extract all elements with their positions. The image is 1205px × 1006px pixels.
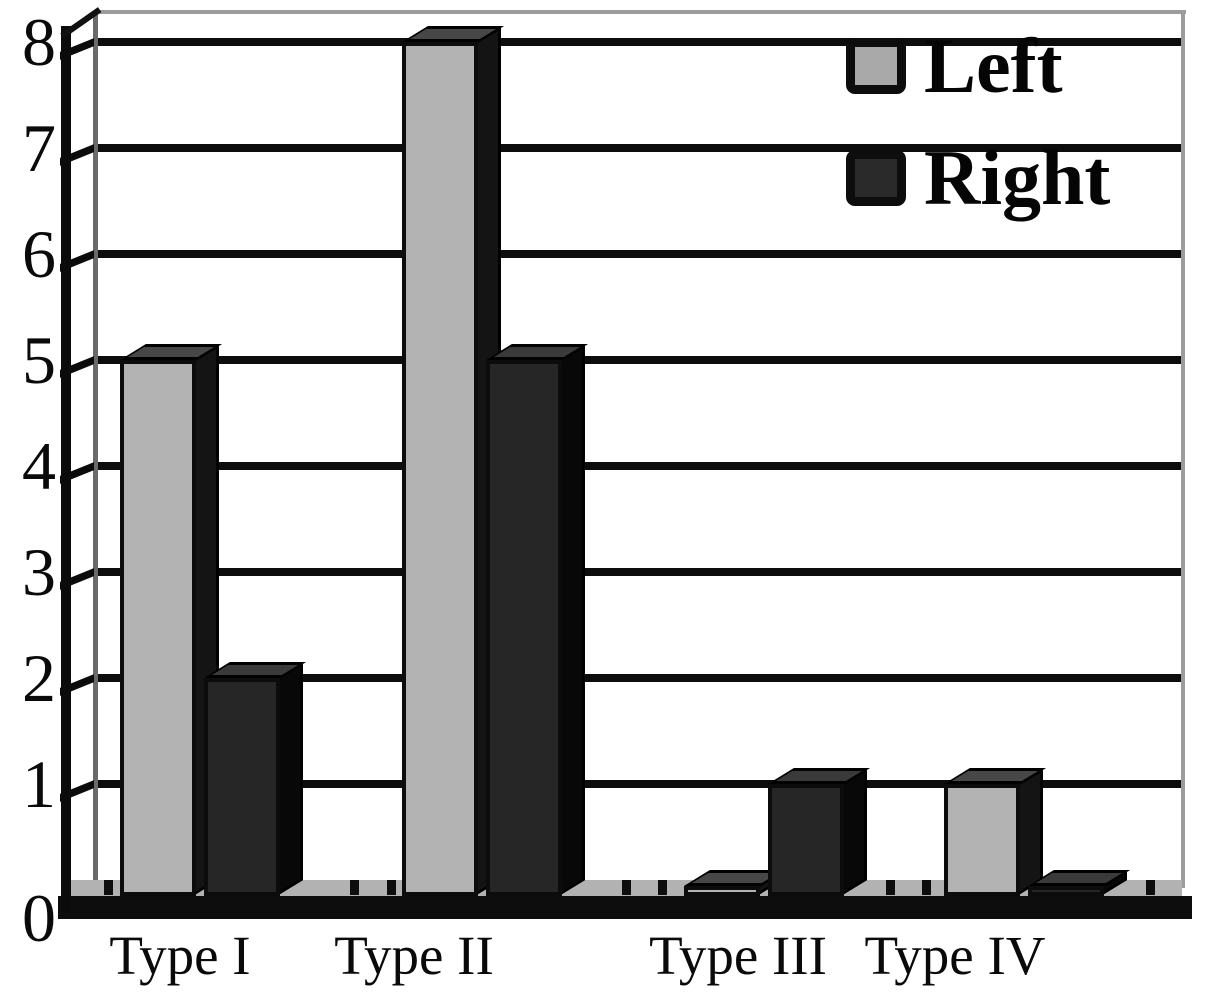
y-axis-tick-label-4: 4 <box>22 428 56 504</box>
y-axis-tick-label-1: 1 <box>22 746 56 822</box>
bar-right-type-iii <box>768 784 844 896</box>
x-axis-baseline <box>58 896 1192 919</box>
y-axis-tick-label-2: 2 <box>22 640 56 716</box>
floor-tick-2 <box>387 880 396 895</box>
y-axis-tick-label-3: 3 <box>22 534 56 610</box>
back-wall-right-edge <box>1181 10 1185 888</box>
bar-right-type-i <box>204 678 280 896</box>
bar-left-type-i <box>120 360 196 896</box>
x-axis-label-type-i: Type I <box>109 925 251 986</box>
left-wall-inner-edge <box>93 14 98 884</box>
gridline-2 <box>96 674 1182 682</box>
bar-left-type-iii <box>684 886 760 896</box>
gridline-1 <box>96 780 1182 788</box>
gridline-5 <box>96 356 1182 364</box>
gridline-7 <box>96 144 1182 152</box>
floor-tick-0 <box>104 880 113 895</box>
y-axis-tick-label-5: 5 <box>22 322 56 398</box>
floor-tick-7 <box>1146 880 1155 895</box>
gridline-6 <box>96 250 1182 258</box>
bar-left-type-iv <box>944 784 1020 896</box>
gridline-8 <box>96 38 1182 46</box>
x-axis-label-type-iii: Type III <box>649 925 827 986</box>
floor-tick-4 <box>658 880 667 895</box>
x-axis-label-type-iv: Type IV <box>864 925 1046 986</box>
x-axis-label-type-ii: Type II <box>334 925 494 986</box>
gridline-3 <box>96 568 1182 576</box>
bar-right-type-ii-side-face <box>559 344 585 897</box>
bar-right-type-ii <box>486 360 562 896</box>
legend-label-left: Left <box>924 22 1063 109</box>
y-axis-line <box>61 26 71 912</box>
floor-tick-6 <box>922 880 931 895</box>
gridline-4 <box>96 462 1182 470</box>
x-axis-labels: Type I Type II Type III Type IV <box>0 924 1205 1004</box>
y-axis-tick-label-0: 0 <box>22 880 56 956</box>
bar-left-type-iv-side-face <box>1017 768 1043 896</box>
y-axis-tick-label-6: 6 <box>22 216 56 292</box>
legend-swatch-left <box>846 38 906 94</box>
floor-tick-3 <box>622 880 631 895</box>
y-axis-tick-label-8: 8 <box>22 4 56 80</box>
legend-item-right: Right <box>846 136 1186 220</box>
floor-tick-5 <box>886 880 895 895</box>
bar-right-type-iv <box>1028 886 1104 896</box>
back-wall-top-edge <box>96 10 1186 14</box>
y-axis-tick-label-7: 7 <box>22 110 56 186</box>
bar-right-type-i-side-face <box>277 662 303 896</box>
legend-item-left: Left <box>846 24 1186 108</box>
legend-label-right: Right <box>924 134 1111 221</box>
bar-left-type-ii <box>402 42 478 896</box>
floor-tick-1 <box>350 880 359 895</box>
legend: Left Right <box>846 24 1186 248</box>
legend-swatch-right <box>846 150 906 206</box>
bar-right-type-iii-side-face <box>841 768 867 896</box>
